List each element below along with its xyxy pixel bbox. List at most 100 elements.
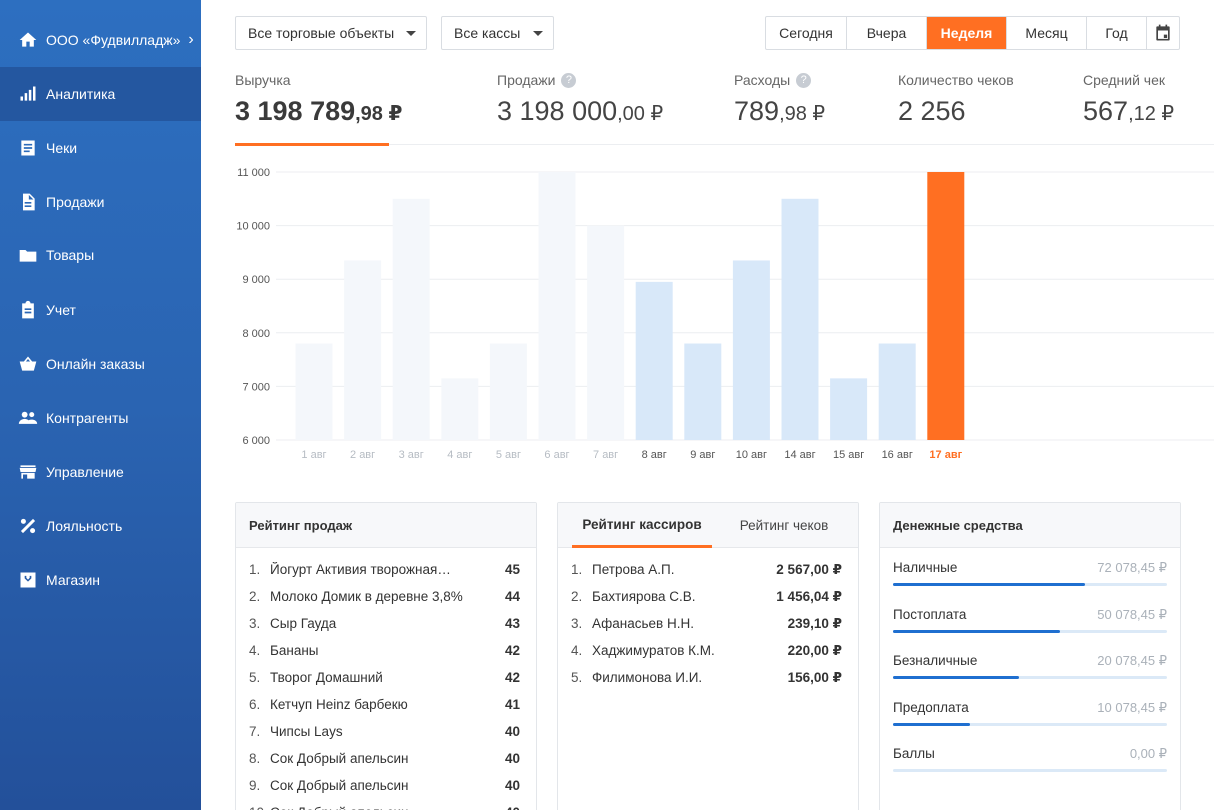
kpi-expenses[interactable]: Расходы? 789,98 ₽ [734, 72, 825, 127]
list-item[interactable]: 7. Чипсы Lays 40 [236, 718, 536, 745]
money-progress-fill [893, 676, 1020, 679]
sidebar-item-goods[interactable]: Товары [0, 228, 201, 282]
x-tick-label: 10 авг [736, 449, 767, 461]
item-name: Молоко Домик в деревне 3,8% [270, 589, 463, 604]
rank-number: 3. [249, 616, 261, 631]
money-value: 50 078,45 ₽ [1097, 606, 1167, 622]
y-tick-label: 11 000 [237, 167, 270, 179]
kpi-value: 567,12 ₽ [1083, 96, 1175, 126]
list-item[interactable]: 5. Филимонова И.И. 156,00 ₽ [558, 664, 858, 691]
org-switcher[interactable]: ООО «Фудвилладж» › [0, 13, 201, 67]
kpi-divider [235, 144, 1214, 145]
x-tick-label: 7 авг [593, 449, 618, 461]
sidebar-item-management[interactable]: Управление [0, 445, 201, 499]
rank-number: 4. [249, 643, 261, 658]
kpi-label: Количество чеков [898, 72, 1014, 88]
list-item[interactable]: 5. Творог Домашний 42 [236, 664, 536, 691]
rating-tabs: Рейтинг кассиров Рейтинг чеков [558, 503, 858, 548]
money-progress-track [893, 676, 1167, 679]
item-value: 42 [504, 670, 520, 685]
money-value: 10 078,45 ₽ [1097, 699, 1167, 715]
list-item[interactable]: 9. Сок Добрый апельсин 40 [236, 772, 536, 799]
bar-10[interactable] [732, 260, 770, 440]
item-name: Афанасьев Н.Н. [592, 616, 694, 631]
kpi-revenue[interactable]: Выручка 3 198 789,98 ₽ [235, 72, 402, 127]
sidebar-item-checks[interactable]: Чеки [0, 121, 201, 175]
tab-cashiers-rating[interactable]: Рейтинг кассиров [572, 503, 712, 548]
bar-1[interactable] [295, 343, 333, 440]
registers-dropdown[interactable]: Все кассы [441, 16, 554, 50]
sidebar-item-shop[interactable]: Магазин [0, 553, 201, 607]
item-value: 156,00 ₽ [787, 669, 842, 685]
percent-icon [18, 516, 38, 536]
list-item[interactable]: 3. Сыр Гауда 43 [236, 610, 536, 637]
y-tick-label: 8 000 [242, 328, 270, 340]
list-item[interactable]: 2. Бахтиярова С.В. 1 456,04 ₽ [558, 583, 858, 610]
help-icon[interactable]: ? [796, 72, 812, 88]
list-item[interactable]: 3. Афанасьев Н.Н. 239,10 ₽ [558, 610, 858, 637]
money-item: Баллы 0,00 ₽ [880, 736, 1180, 783]
bar-3[interactable] [392, 198, 430, 440]
kpi-label: Продажи? [497, 72, 663, 88]
store-icon [18, 462, 38, 482]
sidebar-item-analytics[interactable]: Аналитика [0, 67, 201, 121]
list-item[interactable]: 2. Молоко Домик в деревне 3,8% 44 [236, 583, 536, 610]
period-year[interactable]: Год [1087, 17, 1147, 49]
bar-9[interactable] [684, 343, 722, 440]
tab-checks-rating[interactable]: Рейтинг чеков [739, 518, 829, 533]
sidebar-item-contractors[interactable]: Контрагенты [0, 391, 201, 445]
period-today[interactable]: Сегодня [766, 17, 847, 49]
period-week[interactable]: Неделя [927, 17, 1007, 49]
rank-number: 1. [571, 562, 583, 577]
kpi-sales[interactable]: Продажи? 3 198 000,00 ₽ [497, 72, 663, 127]
sidebar-item-accounting[interactable]: Учет [0, 283, 201, 337]
bar-12[interactable] [830, 378, 868, 440]
rank-number: 2. [249, 589, 261, 604]
bar-2[interactable] [344, 260, 382, 440]
sidebar-item-sales[interactable]: Продажи [0, 175, 201, 229]
bar-8[interactable] [635, 281, 673, 440]
kpi-checks-count[interactable]: Количество чеков 2 256 [898, 72, 1014, 127]
money-value: 72 078,45 ₽ [1097, 560, 1167, 575]
outlets-dropdown[interactable]: Все торговые объекты [235, 16, 427, 50]
list-item[interactable]: 4. Хаджимуратов К.М. 220,00 ₽ [558, 637, 858, 664]
calendar-button[interactable] [1147, 17, 1179, 49]
bar-14[interactable] [927, 172, 965, 440]
bar-5[interactable] [489, 343, 527, 440]
item-value: 40 [504, 778, 520, 793]
org-name: ООО «Фудвилладж» [46, 32, 181, 48]
bar-6[interactable] [538, 172, 576, 440]
bar-4[interactable] [441, 378, 479, 440]
x-tick-label: 9 авг [690, 449, 715, 461]
item-name: Чипсы Lays [270, 724, 343, 739]
sales-rating-card: Рейтинг продаж 1. Йогурт Активия творожна… [235, 502, 537, 810]
sidebar-item-online-orders[interactable]: Онлайн заказы [0, 337, 201, 391]
shop-box-icon [18, 570, 38, 590]
x-tick-label: 6 авг [544, 449, 569, 461]
list-item[interactable]: 1. Петрова А.П. 2 567,00 ₽ [558, 556, 858, 583]
sidebar-item-loyalty[interactable]: Лояльность [0, 499, 201, 553]
kpi-average-check[interactable]: Средний чек 567,12 ₽ [1083, 72, 1174, 127]
bar-13[interactable] [878, 343, 916, 440]
bar-7[interactable] [587, 225, 625, 440]
item-value: 239,10 ₽ [787, 615, 842, 631]
item-name: Кетчуп Heinz барбекю [270, 697, 408, 712]
money-label: Безналичные [893, 653, 978, 668]
money-label: Наличные [893, 560, 958, 575]
help-icon[interactable]: ? [561, 72, 577, 88]
period-yesterday[interactable]: Вчера [847, 17, 927, 49]
kpi-value: 3 198 000,00 ₽ [497, 96, 664, 126]
sidebar-item-label: Лояльность [46, 518, 123, 534]
bar-11[interactable] [781, 198, 819, 440]
rank-number: 10. [249, 805, 270, 810]
rank-number: 5. [571, 670, 583, 685]
list-item[interactable]: 1. Йогурт Активия творожная… 45 [236, 556, 536, 583]
money-card: Денежные средства Наличные 72 078,45 ₽ Пос… [879, 502, 1181, 810]
list-item[interactable]: 4. Бананы 42 [236, 637, 536, 664]
rank-number: 8. [249, 751, 261, 766]
period-month[interactable]: Месяц [1007, 17, 1087, 49]
list-item[interactable]: 8. Сок Добрый апельсин 40 [236, 745, 536, 772]
rank-number: 2. [571, 589, 583, 604]
list-item[interactable]: 6. Кетчуп Heinz барбекю 41 [236, 691, 536, 718]
